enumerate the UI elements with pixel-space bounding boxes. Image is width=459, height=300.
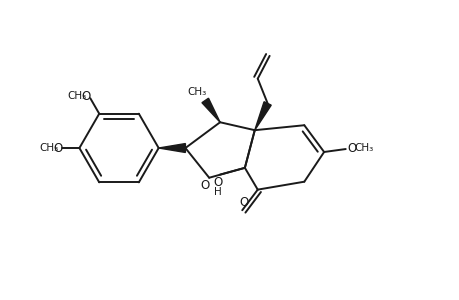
Text: O: O <box>213 176 222 189</box>
Text: O: O <box>53 142 62 154</box>
Text: O: O <box>346 142 356 154</box>
Text: CH₃: CH₃ <box>187 86 207 97</box>
Polygon shape <box>254 102 271 130</box>
Text: H: H <box>214 188 221 197</box>
Polygon shape <box>202 98 219 122</box>
Text: O: O <box>239 196 248 209</box>
Text: CH₃: CH₃ <box>353 143 372 153</box>
Polygon shape <box>158 144 185 152</box>
Text: O: O <box>82 90 91 103</box>
Text: CH₃: CH₃ <box>39 143 58 153</box>
Text: CH₃: CH₃ <box>67 91 87 101</box>
Text: O: O <box>200 179 209 192</box>
